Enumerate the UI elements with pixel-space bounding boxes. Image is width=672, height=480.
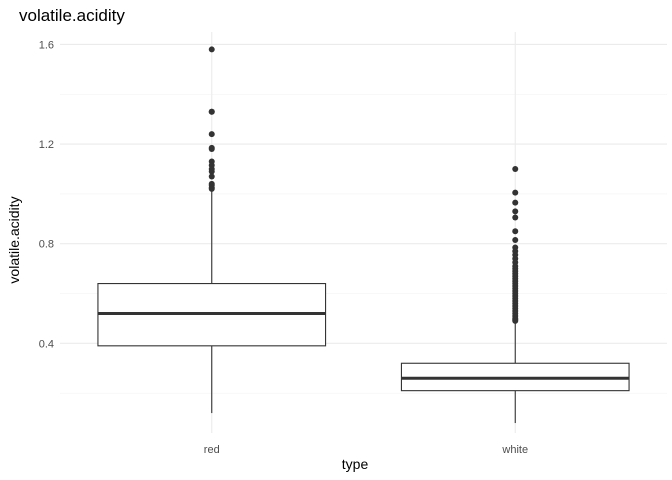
y-axis-title: volatile.acidity (6, 196, 22, 283)
outlier-point (512, 236, 519, 243)
box-group-white (400, 165, 630, 424)
outlier-point (512, 228, 519, 235)
x-tick-label: white (501, 444, 528, 456)
outlier-point (208, 168, 215, 175)
outlier-point (512, 214, 519, 221)
outlier-point (512, 165, 519, 172)
outlier-point (512, 208, 519, 215)
outlier-point (208, 108, 215, 115)
axes: 0.4 0.8 1.2 1.6 red white (39, 39, 528, 456)
outlier-point (512, 199, 519, 206)
outlier-point (512, 317, 519, 324)
y-tick-label: 0.4 (39, 338, 54, 350)
y-tick-label: 1.6 (39, 39, 54, 51)
x-tick-label: red (204, 444, 220, 456)
outlier-point (208, 131, 215, 138)
outlier-point (208, 185, 215, 192)
outlier-point (208, 46, 215, 53)
outlier-point (208, 144, 215, 151)
box-group-red (97, 46, 327, 414)
x-axis-title: type (342, 456, 369, 472)
plot-area (97, 46, 630, 424)
chart-title: volatile.acidity (19, 6, 125, 25)
outlier-point (208, 173, 215, 180)
outlier-point (512, 189, 519, 196)
y-tick-label: 1.2 (39, 139, 54, 151)
y-tick-label: 0.8 (39, 239, 54, 251)
